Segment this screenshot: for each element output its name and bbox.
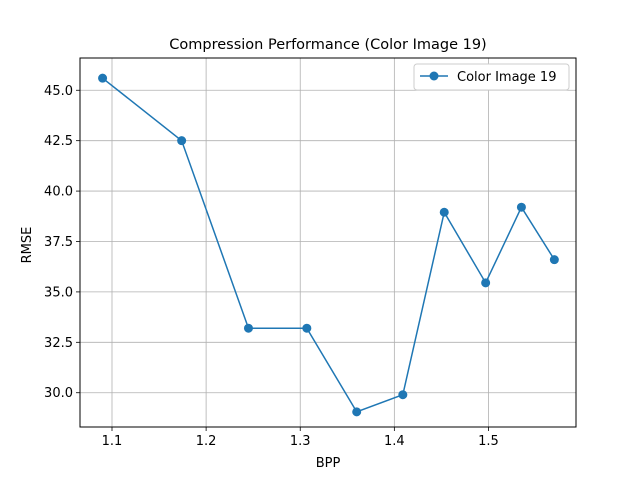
y-tick-label: 40.0 — [44, 185, 73, 200]
y-tick-label: 32.5 — [44, 336, 73, 351]
y-tick-label: 42.5 — [44, 134, 73, 149]
x-tick-label: 1.2 — [196, 434, 217, 449]
data-point — [398, 390, 408, 400]
legend: Color Image 19 — [413, 63, 570, 91]
data-point — [177, 136, 187, 146]
grid — [80, 58, 576, 427]
data-point — [98, 73, 108, 83]
data-point — [352, 407, 362, 417]
legend-box — [413, 63, 570, 91]
chart-title: Compression Performance (Color Image 19) — [169, 37, 486, 53]
x-axis-label: BPP — [316, 456, 341, 471]
legend-marker-swatch — [429, 71, 439, 81]
data-point — [481, 278, 491, 288]
series-layer — [98, 73, 559, 417]
y-tick-label: 35.0 — [44, 285, 73, 300]
x-tick-label: 1.3 — [290, 434, 311, 449]
ticks: 1.1 1.2 1.3 1.4 1.5 30.0 32.5 35.0 37.5 40.0 42.5 4… — [44, 84, 499, 449]
y-tick-label: 45.0 — [44, 84, 73, 99]
data-point — [549, 255, 559, 265]
data-point — [516, 202, 526, 212]
x-tick-label: 1.4 — [384, 434, 405, 449]
y-tick-label: 30.0 — [44, 386, 73, 401]
data-point — [302, 323, 312, 333]
data-point — [243, 323, 253, 333]
data-point — [439, 207, 449, 217]
legend-label: Color Image 19 — [457, 70, 556, 85]
x-tick-label: 1.1 — [102, 434, 123, 449]
y-axis-label: RMSE — [20, 227, 35, 264]
y-tick-label: 37.5 — [44, 235, 73, 250]
plot-frame — [79, 57, 577, 428]
series-line — [102, 77, 555, 413]
x-tick-label: 1.5 — [478, 434, 499, 449]
